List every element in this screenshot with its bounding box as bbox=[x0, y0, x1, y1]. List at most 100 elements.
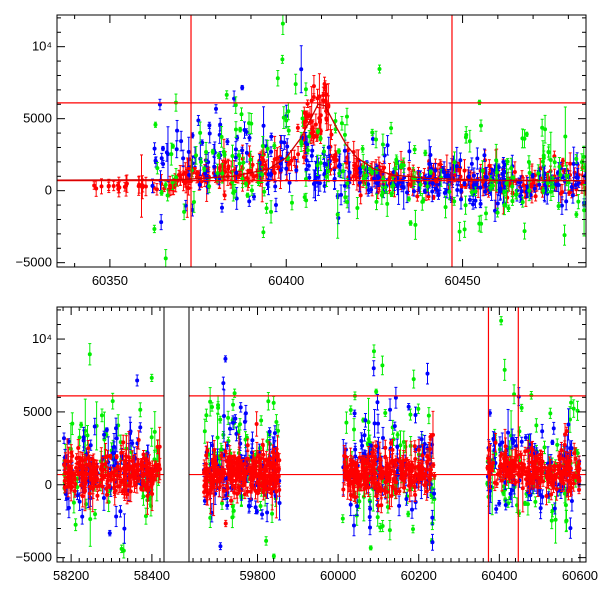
top-data-point bbox=[519, 189, 524, 194]
top-data-point bbox=[191, 199, 196, 204]
bottom-data-point bbox=[571, 406, 576, 411]
top-data-point bbox=[457, 168, 462, 173]
top-data-point bbox=[510, 184, 515, 189]
top-data-point bbox=[236, 153, 241, 158]
top-data-point bbox=[545, 181, 550, 186]
top-data-point bbox=[370, 130, 375, 135]
top-data-point bbox=[505, 195, 510, 200]
top-y-tick-label: 5000 bbox=[23, 111, 52, 126]
top-data-point bbox=[196, 118, 201, 123]
top-data-point bbox=[466, 174, 471, 179]
top-data-point bbox=[522, 229, 527, 234]
top-data-point bbox=[366, 188, 371, 193]
top-data-point bbox=[332, 176, 337, 181]
top-data-point bbox=[558, 191, 563, 196]
top-data-point bbox=[300, 116, 305, 121]
top-data-point bbox=[462, 227, 467, 232]
top-data-point bbox=[198, 130, 203, 135]
top-data-point bbox=[552, 160, 557, 165]
bottom-data-point bbox=[378, 525, 383, 530]
bottom-data-point bbox=[385, 505, 390, 510]
top-data-point bbox=[326, 145, 331, 150]
top-data-point bbox=[207, 131, 212, 136]
top-data-point bbox=[272, 171, 277, 176]
top-data-point bbox=[385, 201, 390, 206]
top-data-point bbox=[150, 183, 155, 188]
top-data-point bbox=[272, 143, 277, 148]
top-data-point bbox=[224, 92, 229, 97]
bottom-data-point bbox=[406, 511, 411, 516]
top-data-point bbox=[116, 185, 121, 190]
top-data-point bbox=[293, 82, 298, 87]
bottom-data-point bbox=[244, 435, 249, 440]
top-data-point bbox=[396, 180, 401, 185]
top-data-point bbox=[245, 193, 250, 198]
bottom-data-point bbox=[216, 405, 221, 410]
top-data-point bbox=[233, 147, 238, 152]
top-data-point bbox=[194, 153, 199, 158]
bottom-data-point bbox=[366, 420, 371, 425]
top-data-point bbox=[152, 226, 157, 231]
top-data-point bbox=[306, 163, 311, 168]
top-data-point bbox=[498, 189, 503, 194]
top-data-point bbox=[337, 171, 342, 176]
top-data-point bbox=[244, 175, 249, 180]
top-data-point bbox=[202, 167, 207, 172]
top-data-point bbox=[143, 184, 148, 189]
top-data-point bbox=[509, 166, 514, 171]
bottom-data-point bbox=[340, 516, 345, 521]
top-data-point bbox=[247, 168, 252, 173]
bottom-data-point bbox=[555, 442, 560, 447]
top-data-point bbox=[315, 129, 320, 134]
top-data-point bbox=[230, 154, 235, 159]
bottom-data-point bbox=[266, 399, 271, 404]
top-data-point bbox=[170, 180, 175, 185]
top-data-point bbox=[401, 163, 406, 168]
top-data-point bbox=[289, 158, 294, 163]
top-x-tick-label: 60400 bbox=[268, 273, 304, 288]
top-data-point bbox=[186, 149, 191, 154]
top-data-point bbox=[218, 165, 223, 170]
top-data-point bbox=[482, 153, 487, 158]
top-data-point bbox=[510, 198, 515, 203]
top-data-point bbox=[280, 21, 285, 26]
bottom-data-point bbox=[204, 413, 209, 418]
top-data-point bbox=[315, 163, 320, 168]
top-data-point bbox=[452, 160, 457, 165]
top-data-point bbox=[447, 189, 452, 194]
top-data-point bbox=[564, 199, 569, 204]
top-data-point bbox=[475, 156, 480, 161]
top-data-point bbox=[574, 175, 579, 180]
bottom-data-point bbox=[232, 391, 237, 396]
top-data-point bbox=[541, 188, 546, 193]
top-data-point bbox=[347, 170, 352, 175]
top-data-point bbox=[464, 132, 469, 137]
top-data-point bbox=[303, 140, 308, 145]
bottom-data-point bbox=[270, 511, 275, 516]
top-data-point bbox=[336, 149, 341, 154]
top-data-point bbox=[266, 172, 271, 177]
top-data-point bbox=[240, 176, 245, 181]
bottom-data-point bbox=[542, 445, 547, 450]
top-data-point bbox=[220, 205, 225, 210]
top-x-tick-label: 60450 bbox=[444, 273, 480, 288]
top-data-point bbox=[136, 184, 141, 189]
top-data-point bbox=[181, 156, 186, 161]
top-data-point bbox=[527, 170, 532, 175]
top-data-point bbox=[394, 161, 399, 166]
top-data-point bbox=[530, 173, 535, 178]
top-data-point bbox=[232, 96, 237, 101]
top-data-point bbox=[406, 196, 411, 201]
bottom-data-point bbox=[344, 420, 349, 425]
top-data-point bbox=[92, 183, 97, 188]
top-data-point bbox=[469, 161, 474, 166]
top-data-point bbox=[385, 143, 390, 148]
top-data-point bbox=[487, 163, 492, 168]
top-data-point bbox=[372, 176, 377, 181]
top-data-point bbox=[140, 183, 145, 188]
top-data-point bbox=[458, 158, 463, 163]
top-data-point bbox=[212, 164, 217, 169]
top-data-point bbox=[409, 182, 414, 187]
top-data-point bbox=[484, 211, 489, 216]
